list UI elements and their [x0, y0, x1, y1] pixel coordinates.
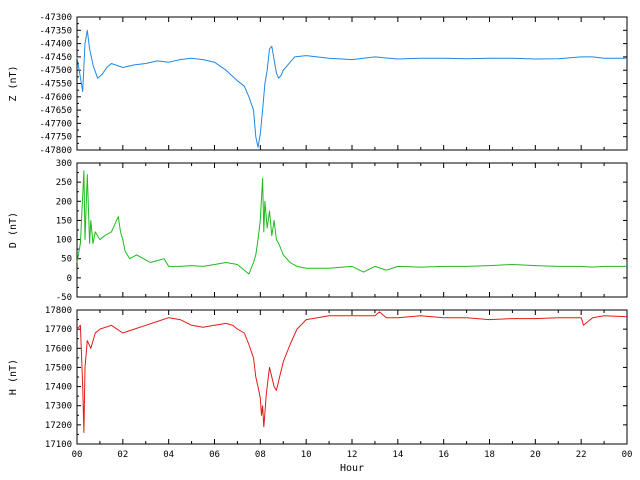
z-y-tick-label: -47600 [39, 93, 72, 103]
z-y-axis-label: Z (nT) [8, 65, 19, 101]
x-tick-label: 12 [347, 450, 358, 460]
d-y-tick-label: 200 [56, 197, 72, 207]
z-y-tick-label: -47550 [39, 80, 72, 90]
x-tick-label: 02 [117, 450, 128, 460]
z-y-tick-label: -47700 [39, 119, 72, 129]
d-y-axis-label: D (nT) [8, 212, 19, 248]
z-y-tick-label: -47350 [39, 26, 72, 36]
z-y-tick-label: -47800 [39, 146, 72, 156]
z-panel: -47800 -47750 -47700 -47650 -47600 -47550 -475… [8, 13, 628, 156]
h-plot-frame [76, 309, 628, 445]
d-y-tick-label: 250 [56, 178, 72, 188]
h-series-line [76, 311, 628, 433]
x-tick-label: 04 [163, 450, 174, 460]
h-y-tick-label: 17300 [45, 402, 72, 412]
h-y-tick-label: 17800 [45, 306, 72, 316]
d-y-tick-label: 0 [67, 274, 72, 284]
x-axis-label: Hour [340, 463, 364, 474]
h-y-tick-label: 17600 [45, 344, 72, 354]
z-y-tick-label: -47750 [39, 133, 72, 143]
x-tick-label: 22 [576, 450, 587, 460]
z-y-tick-label: -47400 [39, 40, 72, 50]
z-y-tick-label: -47300 [39, 13, 72, 23]
h-y-tick-label: 17400 [45, 383, 72, 393]
z-y-tick-label: -47650 [39, 106, 72, 116]
x-tick-label: 00 [622, 450, 633, 460]
d-y-tick-label: 50 [61, 255, 72, 265]
x-tick-label: 06 [209, 450, 220, 460]
d-y-tick-label: 100 [56, 236, 72, 246]
d-y-tick-label: 300 [56, 159, 72, 169]
h-y-axis-label: H (nT) [8, 359, 19, 395]
h-y-tick-label: 17200 [45, 421, 72, 431]
x-tick-label: 18 [484, 450, 495, 460]
x-tick-label: 14 [392, 450, 403, 460]
x-tick-label: 00 [72, 450, 83, 460]
d-y-tick-label: 150 [56, 216, 72, 226]
d-series-line [76, 170, 627, 275]
z-series-line [76, 29, 627, 148]
d-y-tick-label: -50 [56, 293, 72, 303]
z-y-tick-label: -47500 [39, 66, 72, 76]
x-tick-label: 08 [255, 450, 266, 460]
x-tick-label: 10 [301, 450, 312, 460]
h-y-tick-label: 17500 [45, 363, 72, 373]
x-tick-label: 16 [438, 450, 449, 460]
d-panel: -50 0 50 100 150 200 250 300 D (nT) [8, 159, 628, 303]
z-plot-frame [76, 16, 628, 151]
h-panel: 17100 17200 17300 17400 17500 17600 17700 17800… [8, 306, 632, 474]
h-y-tick-label: 17700 [45, 325, 72, 335]
h-y-tick-label: 17100 [45, 440, 72, 450]
x-tick-label: 20 [530, 450, 541, 460]
d-plot-frame [76, 162, 628, 298]
z-y-tick-label: -47450 [39, 53, 72, 63]
